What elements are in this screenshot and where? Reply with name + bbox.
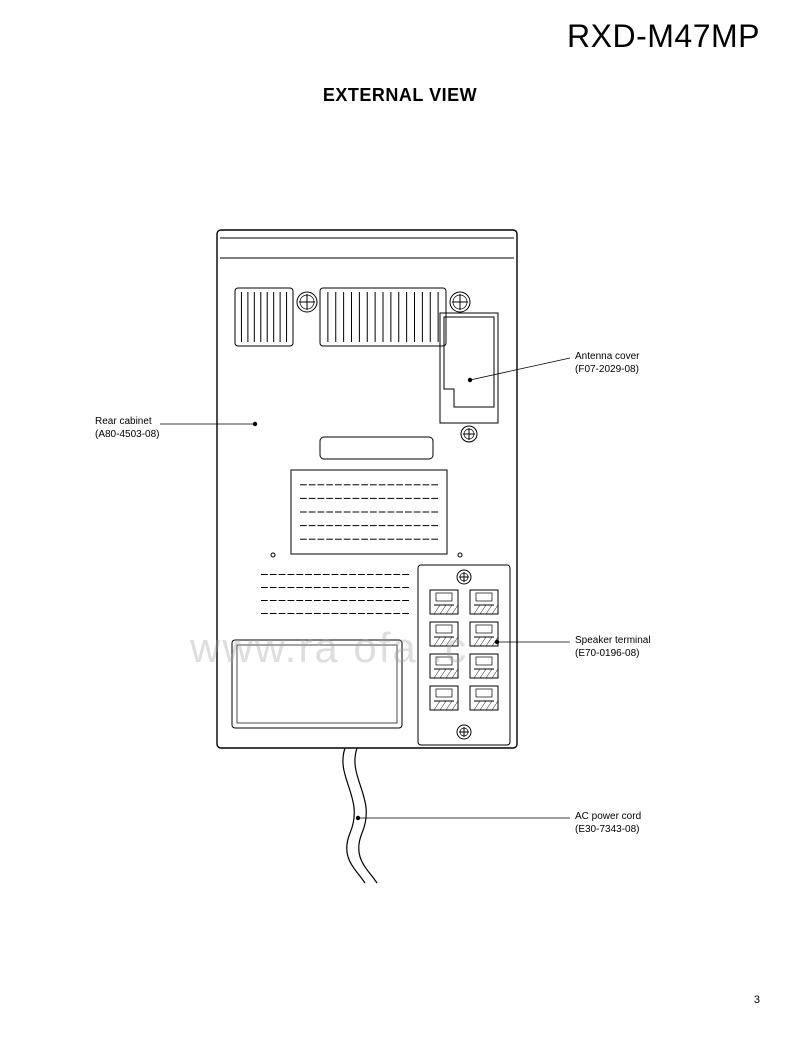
label-rear-cabinet: Rear cabinet (A80-4503-08) bbox=[95, 415, 159, 441]
label-speaker-terminal: Speaker terminal (E70-0196-08) bbox=[575, 634, 651, 660]
external-view-diagram bbox=[0, 0, 800, 1038]
label-ac-power-cord: AC power cord (E30-7343-08) bbox=[575, 810, 641, 836]
label-antenna-cover: Antenna cover (F07-2029-08) bbox=[575, 350, 640, 376]
page-number: 3 bbox=[754, 994, 760, 1006]
